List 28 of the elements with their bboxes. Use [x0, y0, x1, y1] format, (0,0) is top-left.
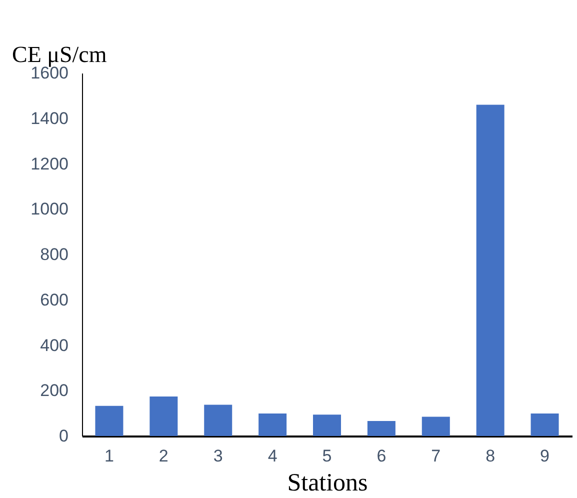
x-tick-label: 7 — [431, 446, 441, 466]
y-tick-label: 1000 — [30, 200, 68, 219]
bar — [150, 396, 178, 436]
bar — [530, 414, 559, 436]
bar — [204, 404, 232, 436]
x-axis-title: Stations — [287, 470, 368, 496]
y-tick-label: 0 — [59, 426, 68, 446]
y-tick-label: 800 — [40, 245, 68, 264]
y-tick-label: 1200 — [30, 154, 68, 174]
x-tick-label: 8 — [486, 446, 496, 466]
bar — [476, 104, 504, 436]
y-axis-title: CE μS/cm — [12, 42, 107, 67]
y-tick-label: 200 — [40, 381, 68, 400]
x-tick-label: 1 — [104, 446, 114, 466]
x-tick-label: 4 — [268, 446, 278, 466]
x-tick-label: 5 — [322, 446, 332, 466]
bar — [367, 421, 396, 436]
x-tick-label: 2 — [158, 446, 168, 466]
y-tick-label: 600 — [40, 290, 68, 310]
bar — [422, 416, 450, 436]
bar — [313, 414, 341, 436]
y-tick-label: 1400 — [30, 108, 68, 128]
bar — [258, 414, 287, 436]
bar — [95, 406, 124, 436]
x-tick-label: 9 — [540, 446, 550, 466]
y-tick-label: 400 — [40, 336, 68, 355]
x-tick-label: 6 — [376, 446, 386, 466]
x-tick-label: 3 — [213, 446, 223, 466]
